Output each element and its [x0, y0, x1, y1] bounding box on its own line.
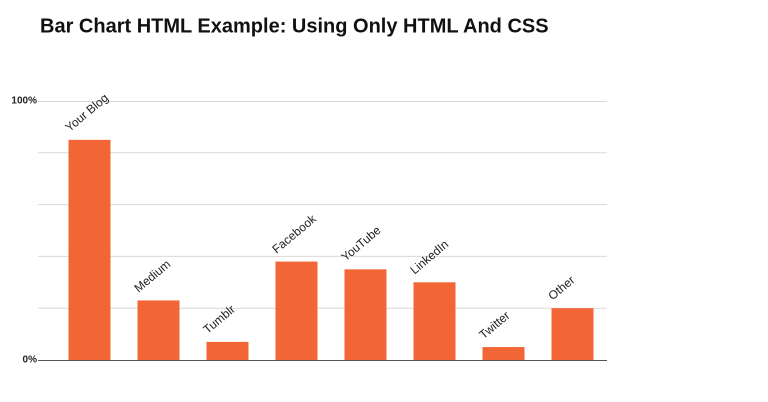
bar	[344, 269, 387, 360]
category-label: Other	[545, 273, 577, 303]
y-tick-label: 0%	[23, 355, 38, 366]
bar	[206, 341, 249, 360]
category-label: Tumblr	[200, 302, 237, 336]
chart-title: Bar Chart HTML Example: Using Only HTML …	[40, 15, 549, 37]
category-label: Your Blog	[62, 91, 111, 135]
category-label: Medium	[131, 257, 173, 295]
bar	[275, 261, 318, 360]
bar	[551, 308, 594, 360]
bar	[137, 300, 180, 360]
y-tick-label: 100%	[11, 96, 37, 107]
category-label: LinkedIn	[407, 237, 451, 277]
bar	[413, 282, 456, 360]
bar	[68, 139, 111, 360]
bar	[482, 347, 525, 360]
category-label: YouTube	[338, 223, 383, 264]
category-label: Facebook	[269, 211, 319, 256]
category-label: Twitter	[476, 308, 512, 341]
